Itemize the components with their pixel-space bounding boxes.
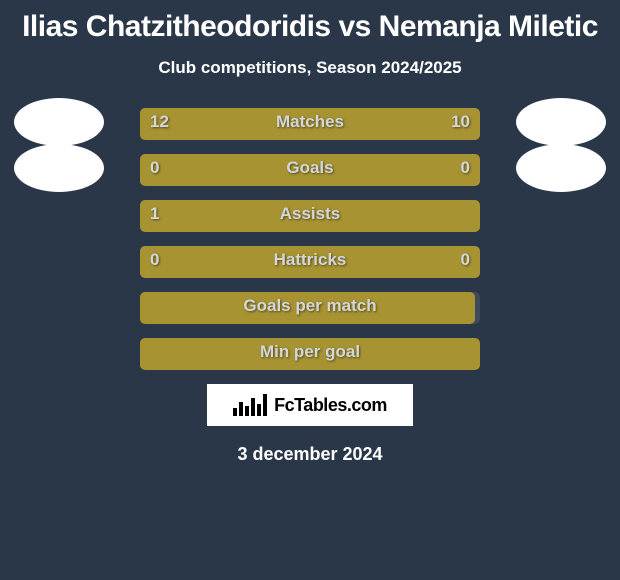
badge-right <box>516 144 606 192</box>
stat-value-left: 0 <box>150 158 159 178</box>
stat-label: Assists <box>0 204 620 224</box>
stat-row: Matches1210 <box>0 108 620 140</box>
badge-right <box>516 98 606 146</box>
stat-label: Min per goal <box>0 342 620 362</box>
stat-value-left: 0 <box>150 250 159 270</box>
badge-left <box>14 98 104 146</box>
logo-bar <box>251 398 255 416</box>
stat-value-left: 1 <box>150 204 159 224</box>
badge-left <box>14 144 104 192</box>
stat-value-right: 0 <box>461 250 470 270</box>
stat-row: Goals per match <box>0 292 620 324</box>
logo-box: FcTables.com <box>207 384 413 426</box>
stat-label: Hattricks <box>0 250 620 270</box>
stat-value-right: 0 <box>461 158 470 178</box>
logo-text: FcTables.com <box>274 395 387 416</box>
stat-row: Min per goal <box>0 338 620 370</box>
logo-bar <box>239 402 243 416</box>
logo-bars-icon <box>233 394 267 416</box>
logo-bar <box>233 408 237 416</box>
stat-row: Goals00 <box>0 154 620 186</box>
stat-value-left: 12 <box>150 112 169 132</box>
comparison-bars: Matches1210Goals00Assists1Hattricks00Goa… <box>0 108 620 370</box>
stat-label: Goals per match <box>0 296 620 316</box>
date-text: 3 december 2024 <box>0 444 620 465</box>
page-title: Ilias Chatzitheodoridis vs Nemanja Milet… <box>0 0 620 44</box>
logo-bar <box>257 404 261 416</box>
stat-row: Hattricks0 0 <box>0 246 620 278</box>
subtitle: Club competitions, Season 2024/2025 <box>0 58 620 78</box>
stat-value-right: 10 <box>451 112 470 132</box>
stat-row: Assists1 <box>0 200 620 232</box>
logo-bar <box>245 406 249 416</box>
logo-bar <box>263 394 267 416</box>
